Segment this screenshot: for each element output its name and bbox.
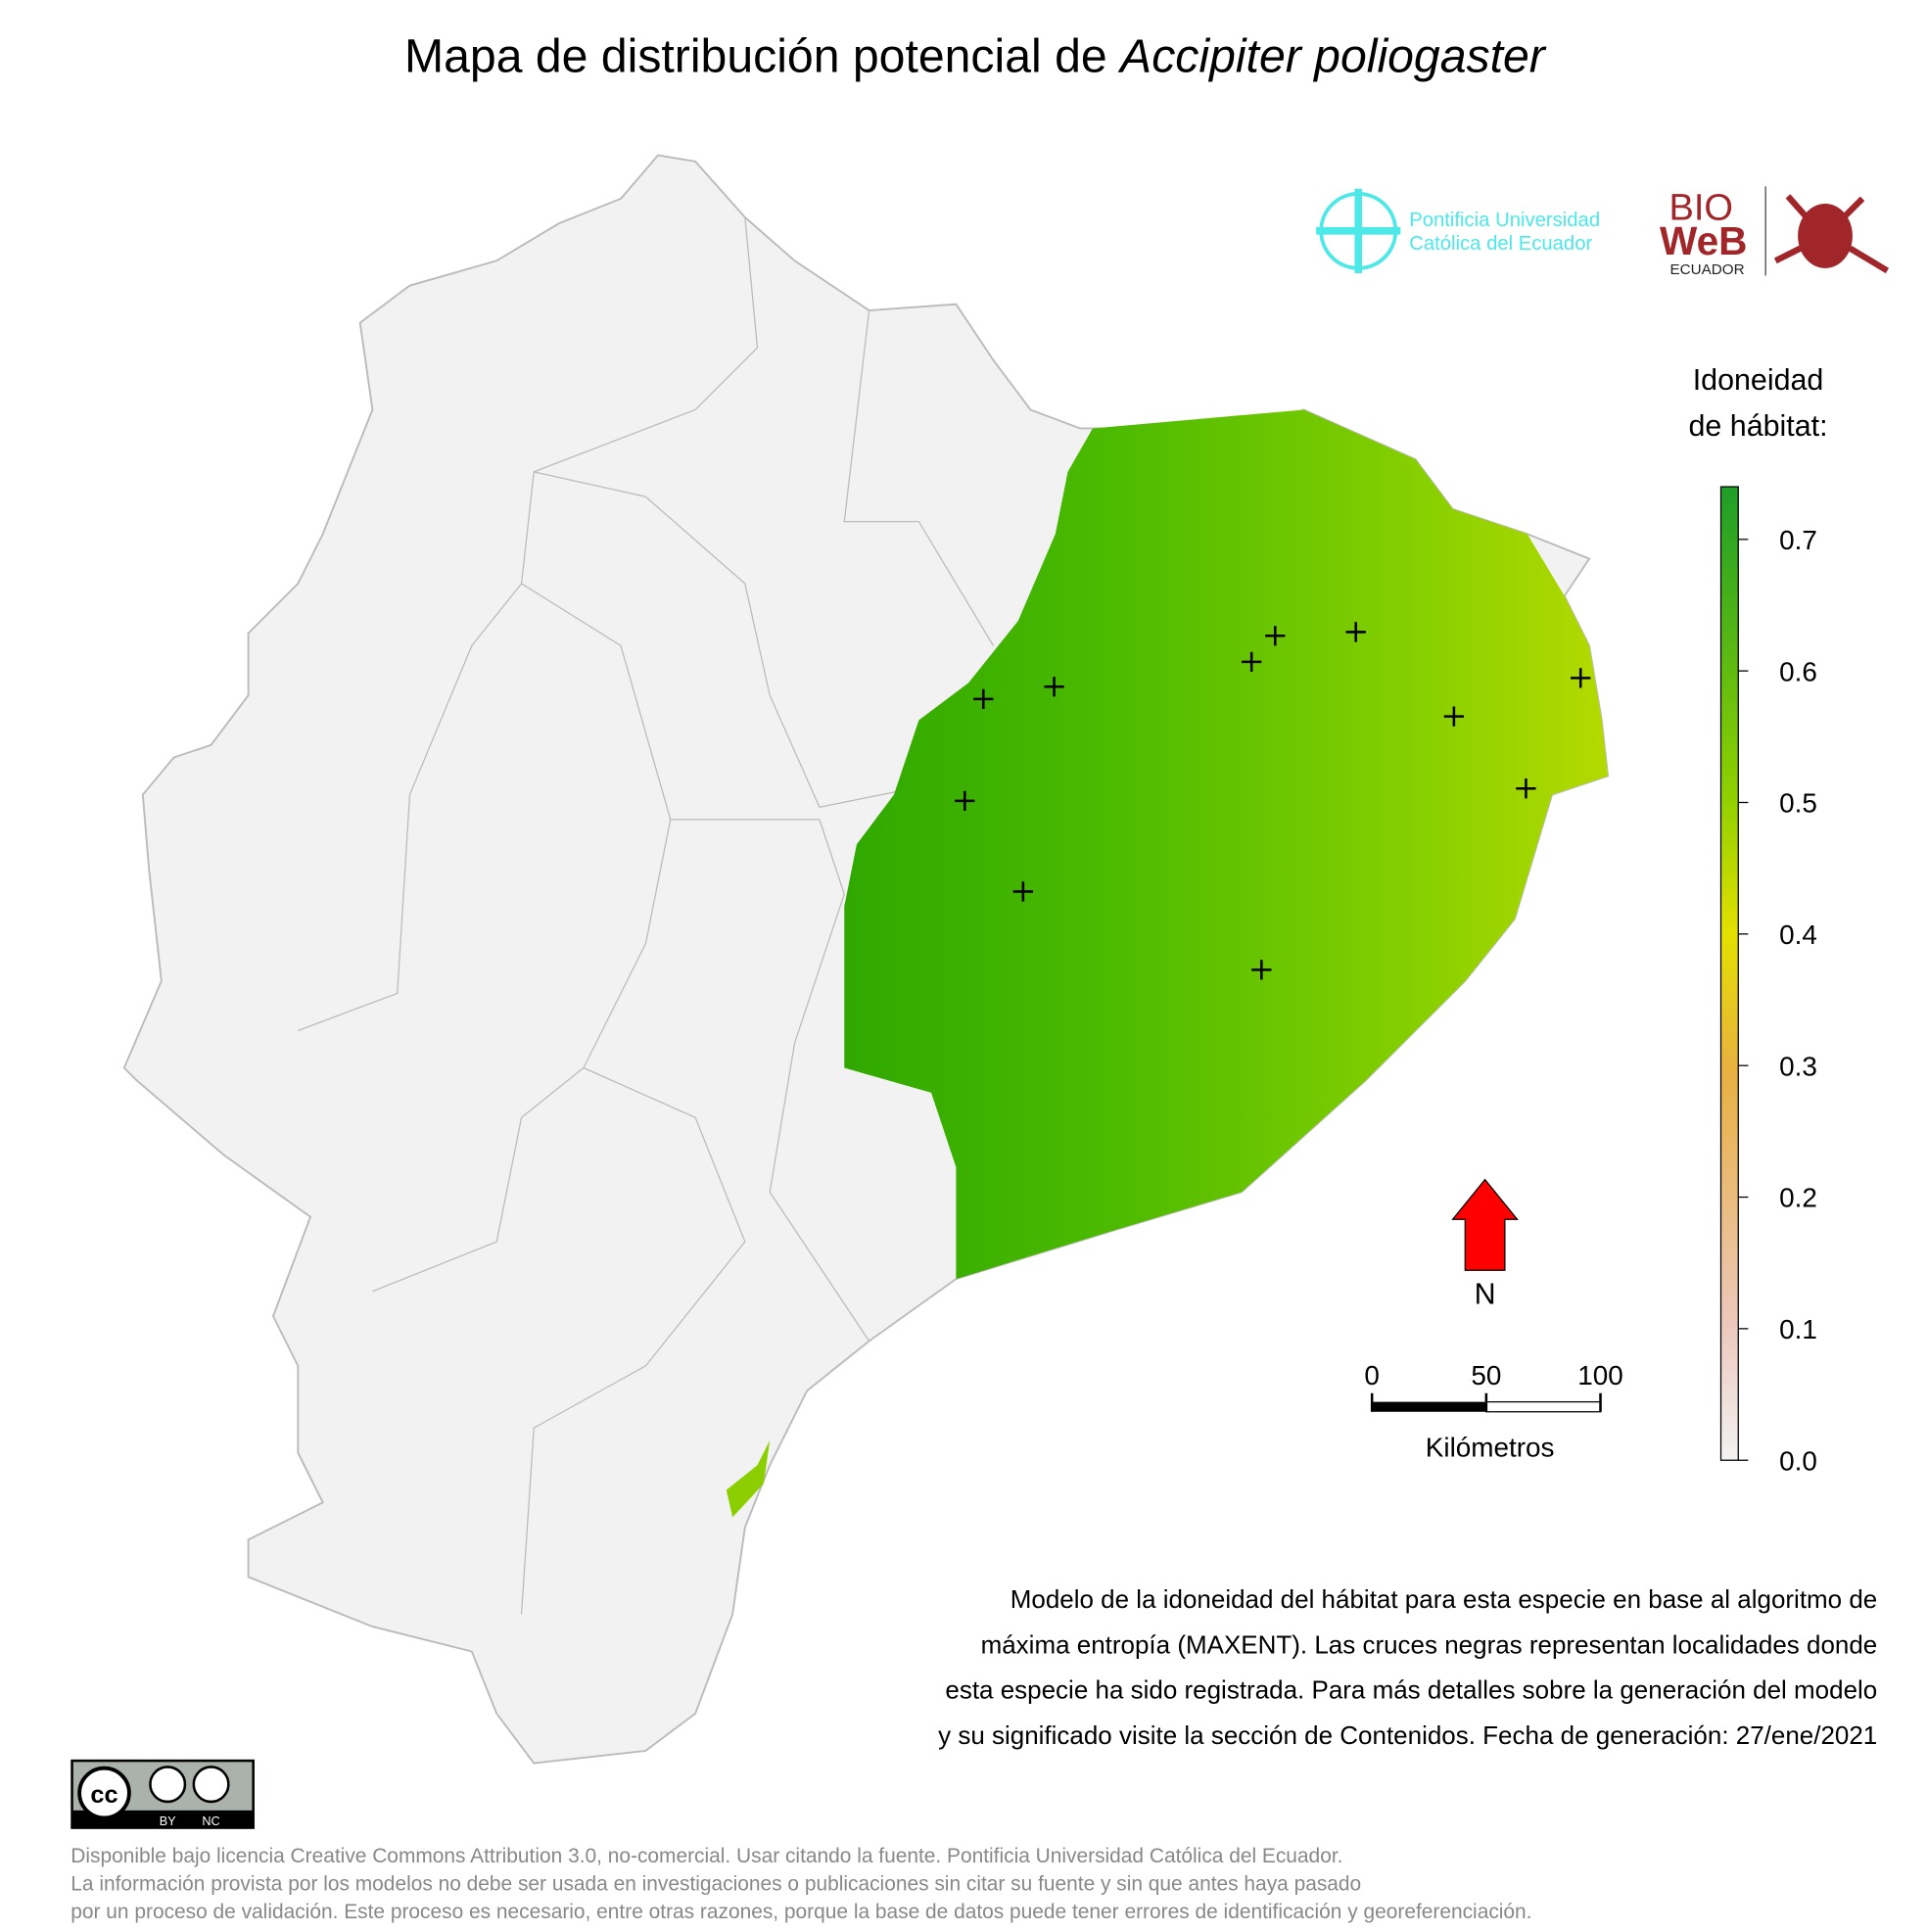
legend-tick-label: 0.6 [1779, 656, 1817, 686]
legend-tick-label: 0.3 [1779, 1051, 1817, 1081]
license-line: La información provista por los modelos … [70, 1873, 1361, 1896]
legend-title: de hábitat: [1688, 409, 1827, 443]
legend-tick-label: 0.5 [1779, 788, 1817, 819]
cc-badge: cc BY NC [70, 1759, 255, 1829]
description-line: máxima entropía (MAXENT). Las cruces neg… [981, 1629, 1878, 1659]
suitability-patch [726, 1439, 771, 1518]
occurrence-cross [1571, 668, 1591, 688]
occurrence-points [955, 622, 1591, 980]
occurrence-cross [1443, 706, 1465, 727]
cc-text: cc [90, 1781, 118, 1809]
occurrence-cross [1516, 778, 1536, 799]
occurrence-cross [1265, 626, 1286, 646]
scale-bar: 0 50 100 Kilómetros [1364, 1360, 1622, 1463]
university-name: Católica del Ecuador [1409, 233, 1592, 255]
cc-text: NC [202, 1814, 219, 1828]
title-text: Mapa de distribución potencial de [404, 30, 1107, 83]
occurrence-cross [1242, 651, 1262, 673]
colorbar [1719, 486, 1739, 1461]
occurrence-cross [1012, 881, 1034, 902]
occurrence-cross [1044, 677, 1064, 697]
description-line: Modelo de la idoneidad del hábitat para … [1010, 1584, 1878, 1614]
description: Modelo de la idoneidad del hábitat para … [938, 1584, 1877, 1750]
scale-label: Kilómetros [1426, 1432, 1555, 1462]
legend-tick-label: 0.0 [1779, 1445, 1817, 1476]
north-label: N [1475, 1277, 1496, 1310]
university-logo: Pontificia Universidad Católica del Ecua… [1316, 188, 1600, 273]
bioweb-text: WeB [1660, 218, 1747, 263]
university-name: Pontificia Universidad [1409, 210, 1600, 231]
species-name: Accipiter poliogaster [1117, 30, 1547, 83]
legend-tick-label: 0.1 [1779, 1314, 1817, 1344]
legend-tick-label: 0.4 [1779, 919, 1817, 950]
scale-tick-label: 100 [1577, 1360, 1623, 1390]
license-text: Disponible bajo licencia Creative Common… [70, 1845, 1531, 1923]
bioweb-text: BIO [1668, 187, 1733, 228]
scale-segment [1372, 1401, 1486, 1412]
scale-segment [1485, 1400, 1602, 1413]
occurrence-cross [955, 790, 975, 812]
scale-tick-label: 0 [1364, 1360, 1380, 1390]
north-arrow: N [1451, 1178, 1519, 1310]
legend: 0.0 0.1 0.2 0.3 0.4 0.5 0.6 0.7 [1719, 486, 1817, 1476]
bioweb-text: ECUADOR [1670, 261, 1745, 278]
legend-tick-label: 0.2 [1779, 1183, 1817, 1213]
license-line: por un proceso de validación. Este proce… [70, 1901, 1531, 1923]
bioweb-logo: BIO WeB ECUADOR [1660, 186, 1890, 278]
occurrence-cross [973, 688, 994, 710]
description-line: y su significado visite la sección de Co… [938, 1720, 1877, 1750]
description-line: esta especie ha sido registrada. Para má… [945, 1675, 1877, 1705]
legend-tick-label: 0.7 [1779, 525, 1817, 555]
occurrence-cross [1251, 960, 1272, 980]
cc-text: BY [160, 1814, 176, 1828]
scale-tick-label: 50 [1471, 1360, 1501, 1390]
occurrence-cross [1345, 622, 1366, 642]
suitability-area [844, 409, 1609, 1280]
license-line: Disponible bajo licencia Creative Common… [70, 1845, 1342, 1867]
title: Mapa de distribución potencial de Accipi… [404, 30, 1547, 83]
legend-title: Idoneidad [1693, 363, 1824, 397]
